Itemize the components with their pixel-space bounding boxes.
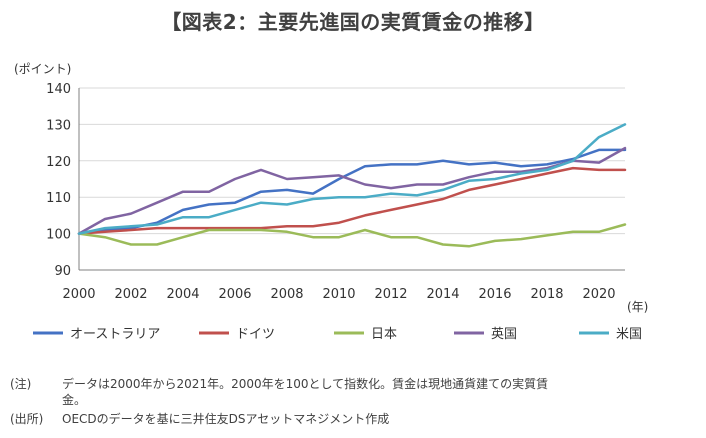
y-tick-label: 110: [46, 191, 71, 206]
x-tick-label: 2004: [166, 287, 199, 302]
series-line: [77, 146, 627, 235]
x-tick-label: 2010: [322, 287, 355, 302]
legend-label: オーストラリア: [70, 327, 160, 342]
x-tick-label: 2018: [530, 287, 563, 302]
y-tick-label: 140: [46, 82, 71, 97]
x-tick-label: 2006: [218, 287, 251, 302]
x-tick-label: 2014: [426, 287, 459, 302]
source-note: (出所) OECDのデータを基に三井住友DSアセットマネジメント作成: [10, 411, 389, 427]
x-tick-label: 2008: [270, 287, 303, 302]
x-tick-label: 2002: [114, 287, 147, 302]
note-tag: (注): [10, 377, 32, 391]
x-tick-label: 2000: [62, 287, 95, 302]
chart-title: 【図表2：主要先進国の実質賃金の推移】: [161, 10, 545, 34]
series-line: [77, 223, 627, 248]
legend-label: 英国: [491, 327, 517, 342]
x-tick-label: 2016: [478, 287, 511, 302]
series-line: [77, 148, 627, 235]
source-text: OECDのデータを基に三井住友DSアセットマネジメント作成: [62, 412, 390, 426]
y-axis-label: (ポイント): [14, 62, 71, 76]
x-tick-label: 2020: [582, 287, 615, 302]
x-axis-label: (年): [627, 300, 648, 314]
source-tag: (出所): [10, 412, 44, 426]
y-tick-label: 120: [46, 155, 71, 170]
series-line: [77, 123, 627, 235]
legend-label: 米国: [616, 327, 642, 342]
y-tick-label: 130: [46, 118, 71, 133]
y-tick-label: 100: [46, 228, 71, 243]
line-chart: 90 100 110 120 130 140 2000 2002 2004 2006 2008 201…: [14, 62, 648, 342]
note: (注) データは2000年から2021年。2000年を100として指数化。賃金は現…: [10, 376, 548, 392]
y-tick-label: 90: [54, 264, 71, 279]
legend-label: 日本: [371, 327, 397, 342]
x-tick-label: 2012: [374, 287, 407, 302]
series-line: [77, 166, 627, 235]
note-continuation: 金。: [62, 393, 87, 407]
legend-label: ドイツ: [236, 327, 275, 342]
note-text: データは2000年から2021年。2000年を100として指数化。賃金は現地通貨…: [62, 377, 549, 391]
